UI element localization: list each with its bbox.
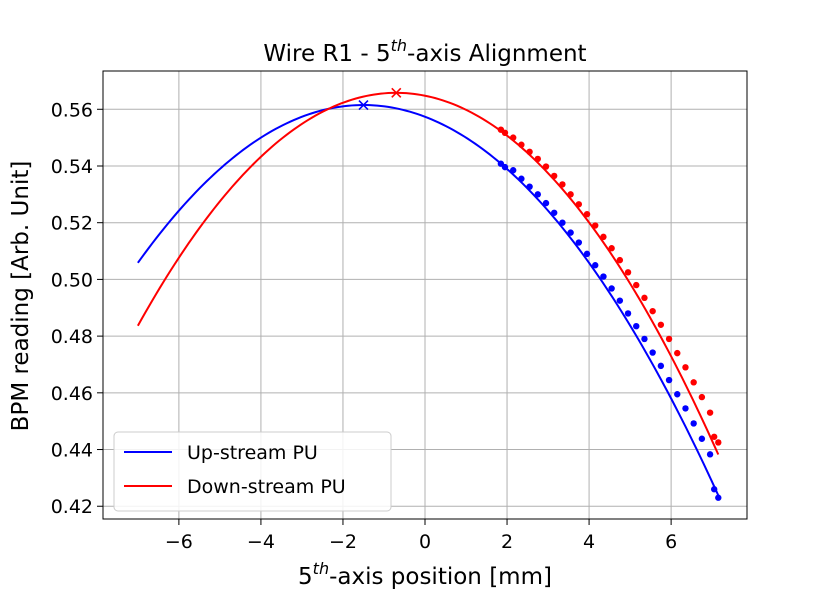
peak-marker-down-stream [391,87,402,98]
x-axis-title: 5th-axis position [mm] [298,559,552,590]
data-point-up-stream [698,435,706,442]
x-tick-label: 2 [501,531,513,553]
data-point-up-stream [649,349,656,356]
x-tick-label: −4 [247,531,275,553]
data-point-up-stream [682,405,689,412]
data-point-down-stream [698,393,706,401]
data-point-up-stream [575,239,583,246]
x-tick-label: 6 [665,531,677,553]
data-point-up-stream [542,199,550,207]
data-point-down-stream [608,245,615,252]
fit-line-up-stream [137,104,720,496]
data-point-down-stream [690,379,697,386]
x-tick-label: −6 [165,531,193,553]
peak-marker-up-stream [358,99,369,111]
y-tick-label: 0.42 [51,496,93,518]
data-point-up-stream [690,420,697,427]
data-point-down-stream [534,155,542,163]
data-point-down-stream [526,148,533,156]
data-point-up-stream [657,362,665,370]
data-point-down-stream [641,294,648,302]
data-point-up-stream [518,175,525,182]
peak-marker-stroke [391,87,402,98]
data-point-up-stream [633,322,640,330]
y-tick-label: 0.50 [51,269,93,291]
data-point-down-stream [649,307,656,315]
data-point-up-stream [665,376,673,384]
data-point-down-stream [600,233,607,241]
data-point-up-stream [509,167,517,174]
data-point-up-stream [526,183,533,190]
y-tick-label: 0.52 [51,213,93,235]
y-axis-title: BPM reading [Arb. Unit] [8,161,34,432]
legend-box [113,431,392,512]
data-point-up-stream [674,391,681,398]
data-point-down-stream [682,364,689,371]
chart-title: Wire R1 - 5th-axis Alignment [263,36,586,67]
data-point-up-stream [600,273,607,280]
marker-layer [358,87,402,111]
data-point-up-stream [624,310,632,317]
data-point-down-stream [674,349,681,357]
data-point-up-stream [551,209,558,216]
series-layer [136,91,722,501]
legend: Up-stream PU Down-stream PU [113,431,392,512]
data-point-down-stream [551,172,558,180]
peak-marker-stroke [358,99,369,111]
data-point-down-stream [710,433,718,440]
y-tick-label: 0.46 [51,383,93,405]
axis-ticks: −6 −4 −2 0 2 4 6 0.42 0.44 0.46 0.48 0.50 0.52 0.54 0.… [51,99,677,553]
fit-line-down-stream [136,91,720,455]
data-point-down-stream [657,321,665,328]
data-point-up-stream [583,250,591,258]
legend-label-up-stream: Up-stream PU [187,442,318,464]
data-point-down-stream [559,181,566,188]
data-point-up-stream [567,229,574,236]
data-point-down-stream [715,439,722,446]
data-point-down-stream [665,335,673,343]
data-point-up-stream [534,191,542,198]
data-point-down-stream [592,222,599,229]
data-point-down-stream [542,163,550,170]
data-point-up-stream [592,262,599,269]
data-point-up-stream [501,163,509,171]
data-point-up-stream [559,219,566,226]
data-point-down-stream [501,129,509,137]
data-point-up-stream [715,494,722,501]
legend-label-down-stream: Down-stream PU [187,476,346,498]
x-tick-label: 0 [419,531,431,553]
data-point-down-stream [616,256,624,264]
data-point-down-stream [583,210,591,218]
data-point-down-stream [518,141,525,148]
data-point-up-stream [706,451,714,458]
y-tick-label: 0.48 [51,326,93,348]
data-point-down-stream [567,191,574,198]
y-tick-label: 0.54 [51,156,93,178]
x-tick-label: 4 [583,531,595,553]
y-tick-label: 0.44 [51,440,93,462]
y-tick-label: 0.56 [51,99,93,121]
data-point-up-stream [641,335,648,343]
data-point-up-stream [710,486,718,493]
x-tick-label: −2 [329,531,357,553]
data-point-down-stream [633,281,640,289]
data-point-up-stream [608,285,615,292]
data-point-up-stream [616,297,624,304]
data-point-down-stream [624,269,632,276]
data-point-down-stream [509,134,517,141]
data-point-down-stream [706,409,714,416]
data-point-down-stream [575,201,583,208]
